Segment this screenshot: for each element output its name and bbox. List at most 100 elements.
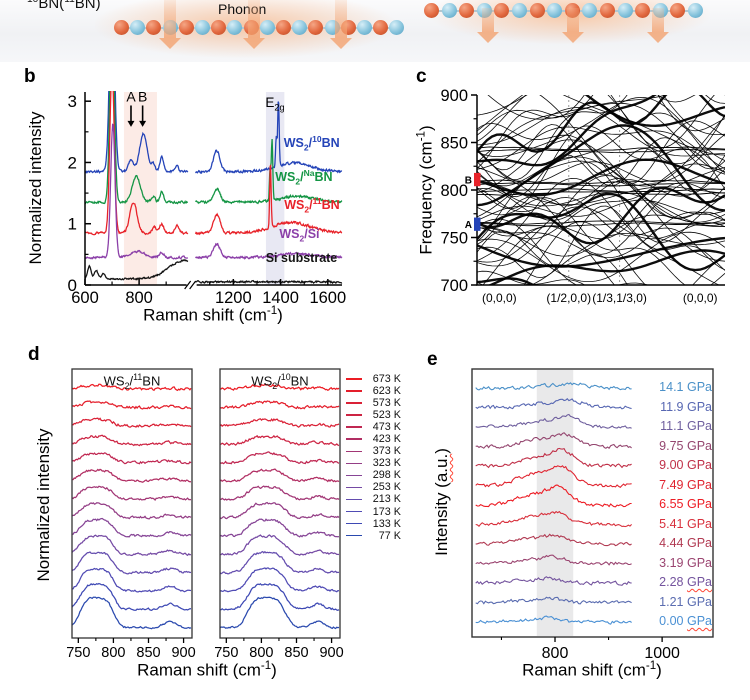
svg-text:800: 800: [101, 645, 125, 661]
label-part: WS: [251, 373, 273, 389]
temp-spectrum: [220, 534, 340, 556]
phonon-arrow-icon: [243, 0, 265, 49]
legend-entry: 253 K: [346, 481, 401, 493]
legend-entry: 298 K: [346, 469, 401, 481]
pressure-spectrum: [475, 576, 632, 586]
pressure-spectrum: [475, 382, 632, 391]
legend-entry: 423 K: [346, 433, 401, 445]
panel-e-plot: 800 1000: [471, 368, 714, 662]
boron-atom: [600, 3, 615, 18]
legend-entry: 323 K: [346, 457, 401, 469]
kpoint-label: (0,0,0): [482, 291, 517, 305]
kpoint-label: (1/3,1/3,0): [592, 291, 647, 305]
series-label-ws2-10bn: WS2/10BN: [284, 134, 340, 153]
axes: 0 1 2 3 600 800 1200 1400 1600 A B: [68, 88, 347, 307]
label-part: /: [300, 170, 304, 185]
nitrogen-atom: [547, 3, 563, 18]
svg-text:B: B: [465, 176, 472, 187]
legend-label: 323 K: [372, 457, 401, 470]
phonon-arrow-icon: [477, 8, 499, 43]
temp-spectrum: [220, 400, 340, 410]
label-part: WS: [279, 226, 300, 241]
temp-spectrum: [220, 596, 340, 630]
temp-spectrum: [220, 418, 340, 428]
legend-label: 673 K: [372, 373, 401, 386]
panel-letter-c: c: [416, 66, 427, 87]
nitrogen-atom: [357, 20, 372, 35]
pressure-value: 7.49: [659, 477, 687, 492]
svg-text:1: 1: [68, 215, 77, 234]
temp-spectrum: [72, 434, 192, 447]
pressure-label: 7.49 GPa: [659, 478, 712, 492]
pressure-label: 3.19 GPa: [659, 556, 712, 570]
boron-atom: [635, 3, 651, 18]
panel-c-phonon-dispersion: c Frequency (cm-1) 700 750 800 850 900 B A (0,0…: [400, 62, 750, 334]
legend-line-icon: [346, 510, 362, 513]
label-part: 2g: [274, 102, 285, 113]
svg-text:750: 750: [440, 230, 468, 248]
boron-atom: [424, 3, 439, 18]
spectrum-ws2-nabn: [85, 91, 343, 205]
series-label-ws2-nabn: WS2/NaBN: [275, 168, 332, 187]
label-part: BN: [321, 198, 340, 213]
legend-line-icon: [346, 486, 362, 489]
temp-spectrum: [72, 383, 192, 392]
pressure-value: 14.1: [659, 380, 687, 394]
temp-spectrum: [220, 518, 340, 538]
temp-spectrum: [72, 400, 192, 410]
label-part: 2: [304, 204, 310, 215]
legend-line-icon: [346, 462, 362, 465]
temp-spectrum: [220, 582, 340, 611]
nitrogen-atom: [130, 20, 146, 35]
pressure-value: 0.00: [659, 614, 687, 628]
phonon-arrow-tip: [330, 38, 352, 49]
phonon-arrow-icon: [562, 8, 584, 43]
boron-atom: [178, 20, 194, 35]
phonon-bands: [477, 95, 725, 285]
svg-text:3: 3: [68, 92, 77, 111]
legend-label: 173 K: [372, 505, 401, 518]
label-part: Raman shift (cm: [522, 660, 646, 680]
pressure-unit: GPa: [686, 497, 712, 511]
legend-entry: 77 K: [346, 530, 401, 542]
panel-b-chart: 0 1 2 3 600 800 1200 1400 1600 A B: [68, 88, 347, 307]
legend-entry: 523 K: [346, 409, 401, 421]
pressure-spectrum: [475, 447, 632, 469]
spectrum-ws2-11bn: [85, 91, 343, 236]
panel-a-schematic: 10BN(11BN) Phonon: [0, 0, 750, 62]
label-part: Raman shift (cm: [143, 305, 267, 325]
label-part: 11: [312, 196, 322, 207]
legend-label: 253 K: [372, 481, 401, 494]
svg-text:800: 800: [125, 289, 153, 307]
temp-spectrum: [220, 550, 340, 575]
pressure-unit: GPa: [686, 380, 712, 394]
boron-atom: [494, 3, 510, 18]
pressure-spectrum: [475, 510, 633, 528]
pressure-label: 4.44 GPa: [659, 536, 712, 550]
pressure-label: 9.00 GPa: [659, 458, 712, 472]
phonon-arrow-icon: [159, 0, 181, 49]
nitrogen-atom: [389, 20, 405, 35]
phonon-arrow-icon: [330, 0, 352, 49]
nitrogen-atom: [688, 3, 703, 18]
label-part: 2: [272, 380, 278, 391]
pressure-value: 5.41: [659, 516, 687, 531]
panel-letter-e: e: [427, 349, 438, 370]
label-part: ): [656, 660, 662, 680]
legend-line-icon: [346, 474, 362, 477]
svg-text:700: 700: [440, 277, 468, 295]
label-part: 2: [299, 233, 305, 244]
mode-marker-B: [474, 172, 481, 187]
phonon-arrow-tip: [159, 38, 181, 49]
phonon-arrow-tip: [243, 38, 265, 49]
pressure-unit: GPa: [686, 575, 712, 589]
temp-spectrum: [72, 485, 192, 501]
label-part: WS: [283, 136, 304, 151]
label-part: 2: [303, 142, 309, 153]
svg-text:A: A: [465, 220, 472, 231]
temp-spectrum: [72, 534, 192, 557]
temp-spectrum: [220, 501, 340, 520]
legend-line-icon: [346, 498, 362, 501]
pressure-label: 11.9 GPa: [660, 400, 712, 414]
